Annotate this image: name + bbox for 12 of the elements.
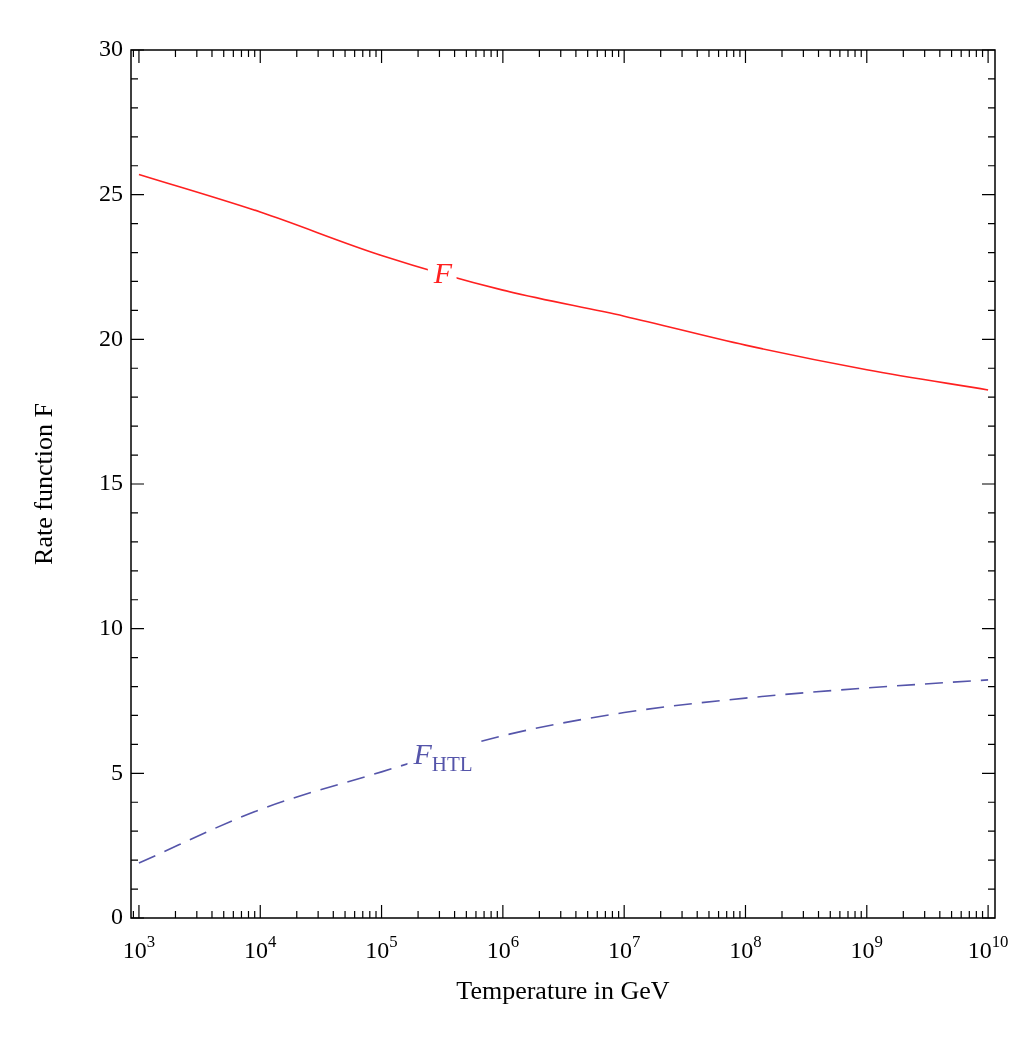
series-label: F [432, 255, 453, 289]
y-tick-label: 20 [99, 324, 123, 351]
y-tick-label: 25 [99, 179, 123, 206]
line-series [138, 679, 989, 864]
line-series [138, 173, 989, 391]
x-axis-title: Temperature in GeV [456, 976, 670, 1006]
y-tick-label: 0 [111, 903, 123, 930]
y-axis-title: Rate function F [29, 403, 59, 565]
y-tick-label: 5 [111, 758, 123, 785]
y-tick-label: 15 [99, 469, 123, 496]
y-tick-label: 30 [99, 35, 123, 62]
y-tick-label: 10 [99, 613, 123, 640]
